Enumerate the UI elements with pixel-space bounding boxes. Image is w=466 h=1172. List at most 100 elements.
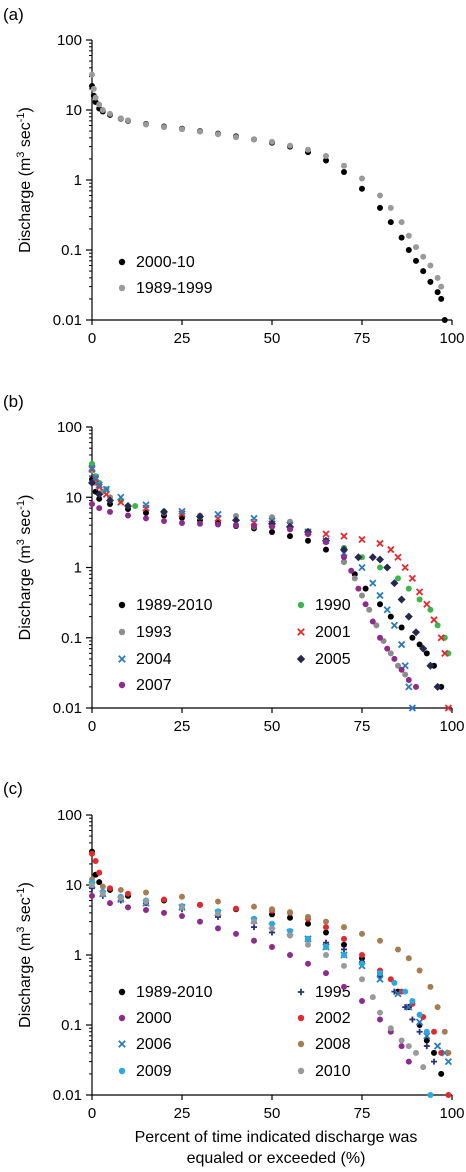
legend-label: 1993 — [136, 624, 172, 641]
data-point — [323, 539, 329, 546]
data-point — [96, 495, 103, 502]
data-point — [405, 585, 412, 592]
data-point — [405, 1003, 413, 1011]
data-point — [96, 505, 103, 512]
data-point — [95, 483, 103, 491]
legend-marker — [297, 1040, 305, 1048]
legend-label: 2006 — [136, 1036, 172, 1053]
x-tick-label: 0 — [88, 718, 96, 735]
data-point — [423, 1043, 430, 1050]
data-point — [359, 185, 365, 192]
data-point — [161, 909, 167, 916]
data-point — [232, 516, 240, 525]
data-point — [269, 944, 275, 951]
data-point — [397, 640, 406, 649]
data-point — [269, 925, 275, 932]
y-tick-label: 100 — [57, 807, 82, 824]
legend-marker — [118, 1014, 126, 1022]
data-point — [398, 1043, 405, 1050]
data-point — [377, 1009, 383, 1016]
x-tick-label: 50 — [264, 718, 281, 735]
legend-label: 1989-2010 — [136, 984, 213, 1001]
data-point — [305, 935, 311, 942]
data-point — [359, 592, 365, 599]
data-point — [427, 278, 434, 285]
data-point — [398, 219, 405, 226]
data-point — [161, 896, 167, 903]
data-point — [323, 918, 329, 925]
legend-marker — [297, 988, 305, 996]
data-point — [441, 649, 449, 657]
data-point — [409, 998, 416, 1005]
data-point — [305, 941, 311, 948]
legend-item: 2005 — [296, 651, 351, 668]
data-point — [398, 666, 405, 673]
x-tick-label: 25 — [174, 1105, 191, 1122]
legend-label: 1989-2010 — [136, 597, 213, 614]
series-2008 — [89, 876, 452, 1056]
data-point — [251, 918, 257, 925]
data-point — [197, 520, 203, 527]
data-point — [251, 924, 257, 931]
data-point — [437, 634, 445, 642]
data-point — [423, 650, 430, 657]
data-point — [438, 283, 445, 290]
legend-label: 2002 — [315, 1010, 351, 1027]
legend-marker — [118, 1040, 126, 1048]
data-point — [416, 967, 423, 974]
data-point — [340, 545, 348, 554]
data-point — [405, 955, 412, 962]
legend-marker — [297, 1067, 305, 1075]
data-point — [445, 1049, 452, 1056]
data-point — [233, 522, 239, 529]
data-point — [179, 913, 185, 920]
data-point — [351, 575, 358, 582]
x-tick-label: 25 — [174, 718, 191, 735]
data-point — [427, 262, 434, 269]
data-point — [323, 924, 329, 931]
panel-c: (c) 0.01 0.1 1 10 100 0 25 50 75 100 Discharge (m3 … — [3, 779, 465, 1122]
data-point — [383, 606, 391, 614]
data-point — [358, 535, 366, 544]
data-point — [390, 579, 399, 588]
data-point — [323, 153, 329, 160]
legend-item: 2002 — [297, 1010, 351, 1027]
data-point — [95, 490, 104, 499]
data-point — [305, 920, 311, 927]
data-point — [233, 134, 239, 141]
legend-item: 1989-2010 — [118, 597, 213, 614]
data-point — [89, 892, 95, 899]
legend-marker — [118, 988, 126, 996]
data-point — [341, 169, 347, 176]
legend-item: 2007 — [118, 677, 172, 694]
data-point — [434, 1004, 441, 1011]
data-point — [438, 295, 445, 302]
data-point — [405, 1043, 412, 1050]
panel-b: (b) 0.01 0.1 1 10 100 0 25 50 75 100 Discharge (m3 … — [3, 392, 465, 735]
data-point — [90, 85, 97, 92]
data-point — [341, 946, 347, 953]
data-point — [341, 162, 347, 169]
data-point — [96, 101, 103, 108]
data-point — [215, 131, 221, 138]
data-point — [287, 526, 293, 533]
data-point — [96, 879, 103, 886]
legend-label: 2009 — [136, 1063, 172, 1080]
data-point — [430, 616, 438, 624]
data-point — [412, 628, 420, 637]
data-point — [323, 970, 329, 977]
data-point — [395, 662, 401, 669]
data-point — [420, 1064, 427, 1071]
x-tick-label: 25 — [174, 330, 191, 347]
data-point — [89, 71, 95, 78]
data-point — [387, 204, 394, 211]
data-point — [287, 909, 293, 916]
data-point — [107, 885, 113, 892]
data-point — [341, 952, 347, 958]
legend-marker — [296, 654, 306, 664]
data-point — [142, 501, 150, 509]
data-point — [354, 553, 363, 562]
data-point — [287, 142, 293, 149]
data-point — [143, 509, 149, 516]
data-point — [99, 883, 106, 890]
